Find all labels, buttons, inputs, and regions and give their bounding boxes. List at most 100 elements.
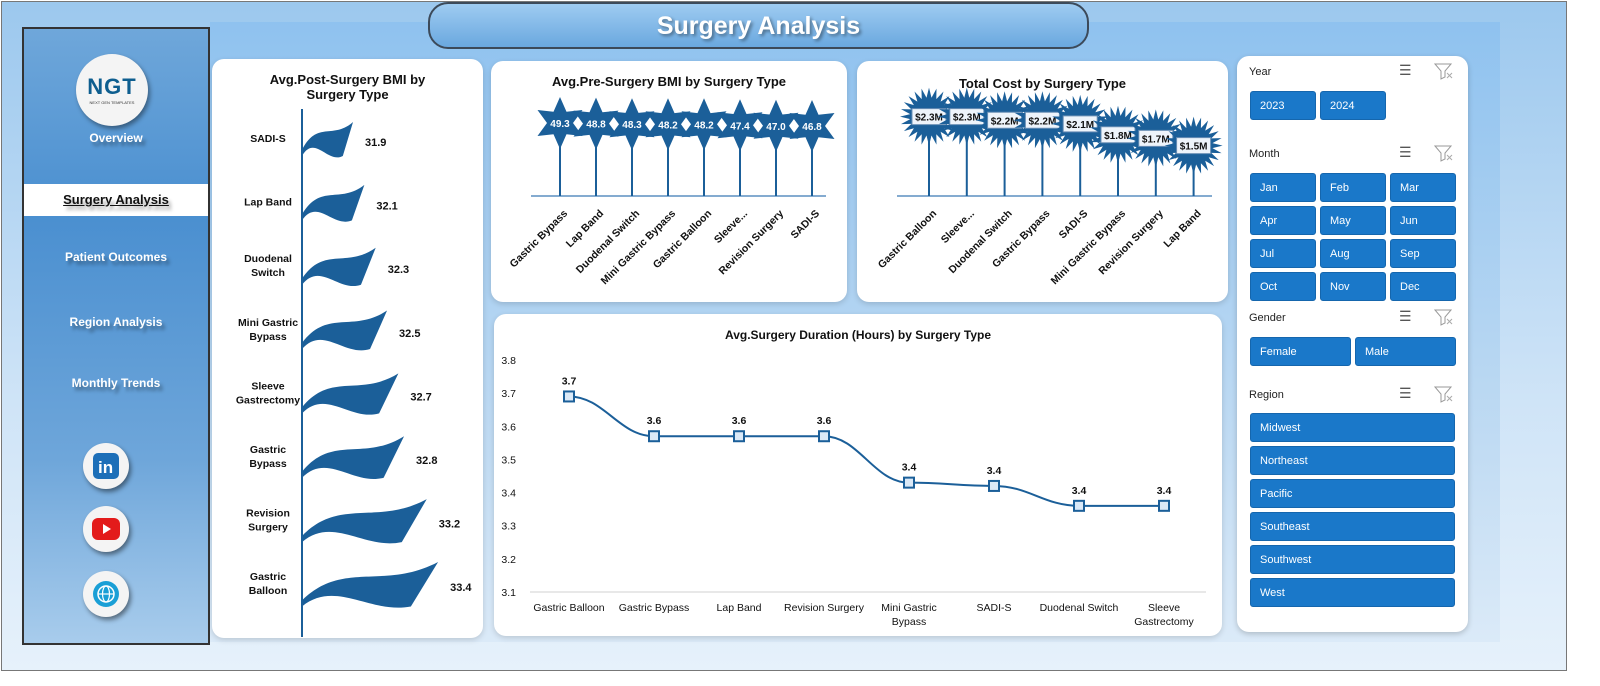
star-marker <box>573 97 619 150</box>
month-option-jul[interactable]: Jul <box>1250 239 1316 268</box>
star-marker <box>789 100 835 152</box>
region-option-pacific[interactable]: Pacific <box>1250 479 1455 508</box>
svg-text:in: in <box>98 458 113 477</box>
x-tick-label: Revision Surgery <box>784 602 865 614</box>
youtube-button[interactable] <box>83 506 129 552</box>
globe-icon <box>93 581 119 607</box>
data-label: 46.8 <box>802 122 822 133</box>
star-marker <box>717 99 763 152</box>
chart-title: Avg.Surgery Duration (Hours) by Surgery … <box>724 328 992 342</box>
category-label: Revision <box>246 508 290 520</box>
data-label: 49.3 <box>550 119 570 130</box>
star-marker <box>609 98 655 151</box>
year-option-2023[interactable]: 2023 <box>1250 91 1316 120</box>
website-button[interactable] <box>83 571 129 617</box>
category-label: Gastric <box>250 444 286 456</box>
multi-select-icon[interactable]: ☰ <box>1399 385 1412 401</box>
data-label: $2.3M <box>915 113 943 124</box>
month-option-feb[interactable]: Feb <box>1320 173 1386 202</box>
month-option-oct[interactable]: Oct <box>1250 272 1316 301</box>
star-marker <box>753 99 799 152</box>
year-slicer-label: Year <box>1249 66 1272 78</box>
nav-monthly-trends[interactable]: Monthly Trends <box>71 376 161 390</box>
nav-overview[interactable]: Overview <box>89 131 143 145</box>
x-tick-label: SADI-S <box>976 602 1011 614</box>
multi-select-icon[interactable]: ☰ <box>1399 144 1412 160</box>
gender-option-female[interactable]: Female <box>1250 337 1351 366</box>
region-option-west[interactable]: West <box>1250 578 1455 607</box>
month-option-jan[interactable]: Jan <box>1250 173 1316 202</box>
data-point <box>733 430 745 443</box>
post-bmi-chart-panel: Avg.Post-Surgery BMI by Surgery Type 31.… <box>212 59 483 638</box>
data-label: 32.5 <box>399 328 420 340</box>
data-label: $2.3M <box>953 113 981 124</box>
x-tick-label: Duodenal Switch <box>1040 602 1119 614</box>
category-label: Lap Band <box>1161 208 1203 250</box>
category-label: Gastric Balloon <box>876 208 939 271</box>
multi-select-icon[interactable]: ☰ <box>1399 308 1412 324</box>
data-label: 3.6 <box>647 415 662 427</box>
data-label: $1.5M <box>1180 142 1208 153</box>
clear-filter-icon[interactable] <box>1433 385 1454 406</box>
bar-flag <box>302 373 399 415</box>
month-option-mar[interactable]: Mar <box>1390 173 1456 202</box>
data-label: $1.7M <box>1142 134 1170 145</box>
data-label: 3.4 <box>1157 485 1172 497</box>
y-tick-label: 3.3 <box>501 521 516 533</box>
month-slicer-label: Month <box>1249 148 1280 160</box>
month-option-sep[interactable]: Sep <box>1390 239 1456 268</box>
category-label: Surgery <box>248 522 288 534</box>
year-option-2024[interactable]: 2024 <box>1320 91 1386 120</box>
category-label: Revision Surgery <box>1096 208 1166 278</box>
month-option-jun[interactable]: Jun <box>1390 206 1456 235</box>
page-title: Surgery Analysis <box>428 2 1089 49</box>
data-label: 3.4 <box>1072 485 1087 497</box>
month-option-apr[interactable]: Apr <box>1250 206 1316 235</box>
clear-filter-icon[interactable] <box>1433 62 1454 83</box>
gender-option-male[interactable]: Male <box>1355 337 1456 366</box>
multi-select-icon[interactable]: ☰ <box>1399 62 1412 78</box>
clear-filter-icon[interactable] <box>1433 144 1454 165</box>
region-option-midwest[interactable]: Midwest <box>1250 413 1455 442</box>
data-label: 32.7 <box>410 391 431 403</box>
data-point <box>1073 499 1085 512</box>
nav-patient-outcomes[interactable]: Patient Outcomes <box>64 250 168 264</box>
data-point <box>903 476 915 489</box>
data-point <box>818 430 830 443</box>
duration-chart-panel: Avg.Surgery Duration (Hours) by Surgery … <box>494 314 1222 636</box>
x-tick-label: Gastric Balloon <box>533 602 604 614</box>
region-option-northeast[interactable]: Northeast <box>1250 446 1455 475</box>
bar-flag <box>302 436 405 480</box>
data-label: 32.3 <box>388 264 409 276</box>
category-label: Bypass <box>249 331 287 343</box>
category-label: Gastrectomy <box>236 394 300 406</box>
chart-title: Total Cost by Surgery Type <box>958 76 1127 91</box>
category-label: Duodenal Switch <box>946 208 1014 276</box>
cost-chart-panel: Total Cost by Surgery Type $2.3M Gastric … <box>857 61 1228 302</box>
category-label: Duodenal <box>244 253 292 265</box>
bar-flag <box>302 561 439 608</box>
month-option-may[interactable]: May <box>1320 206 1386 235</box>
linkedin-button[interactable]: in <box>83 443 129 489</box>
data-point <box>648 430 660 443</box>
y-tick-label: 3.1 <box>501 587 516 599</box>
region-option-southwest[interactable]: Southwest <box>1250 545 1455 574</box>
nav-surgery-analysis[interactable]: Surgery Analysis <box>24 184 208 216</box>
star-marker <box>537 97 583 149</box>
data-label: $2.2M <box>991 116 1019 127</box>
category-label: Duodenal Switch <box>574 208 642 276</box>
data-label: 31.9 <box>365 137 386 149</box>
nav-region-analysis[interactable]: Region Analysis <box>69 315 163 329</box>
bar-flag <box>302 499 427 544</box>
x-tick-label: Mini Gastric <box>881 602 936 614</box>
category-label: Revision Surgery <box>717 208 787 278</box>
month-option-aug[interactable]: Aug <box>1320 239 1386 268</box>
region-option-southeast[interactable]: Southeast <box>1250 512 1455 541</box>
month-option-dec[interactable]: Dec <box>1390 272 1456 301</box>
y-tick-label: 3.8 <box>501 355 516 367</box>
month-option-nov[interactable]: Nov <box>1320 272 1386 301</box>
clear-filter-icon[interactable] <box>1433 308 1454 329</box>
data-label: 3.6 <box>732 415 747 427</box>
region-slicer-label: Region <box>1249 389 1284 401</box>
